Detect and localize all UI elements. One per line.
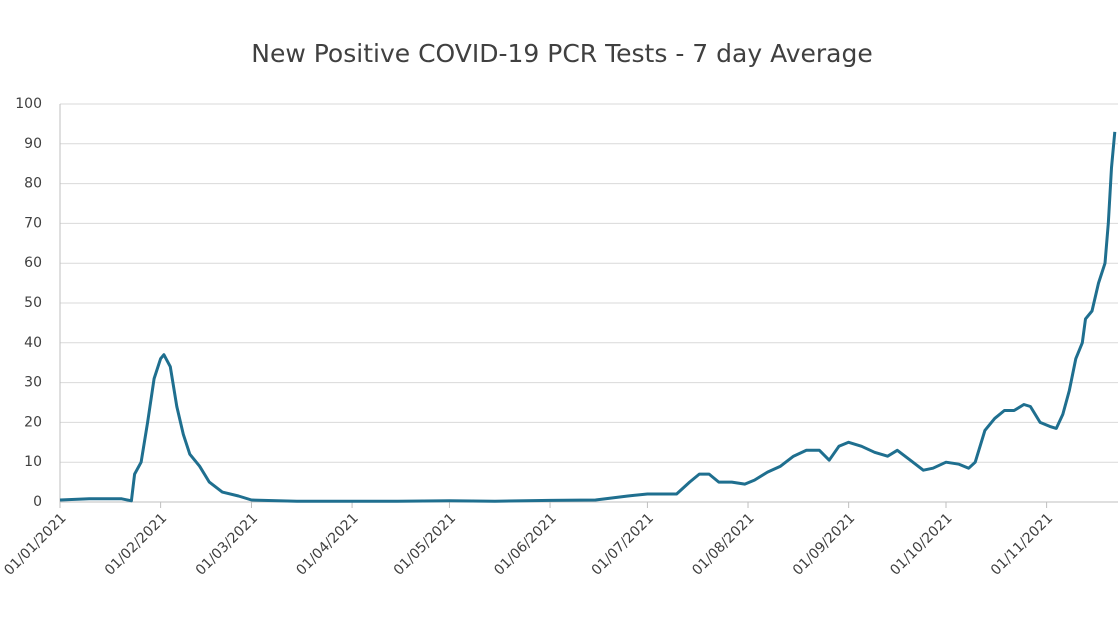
x-tick-label: 01/04/2021 [293,510,361,578]
x-tick-label: 01/09/2021 [790,510,858,578]
y-tick-label: 10 [24,454,42,470]
chart-title: New Positive COVID-19 PCR Tests - 7 day … [251,39,872,68]
x-tick-label: 01/01/2021 [1,510,69,578]
data-line [59,131,1117,503]
x-tick-label: 01/05/2021 [391,510,459,578]
x-tick-label: 01/08/2021 [689,510,757,578]
x-tick-label: 01/02/2021 [102,510,170,578]
x-tick-label: 01/06/2021 [491,510,559,578]
y-tick-label: 60 [24,255,42,271]
x-tick-label: 01/10/2021 [887,510,955,578]
y-tick-label: 20 [24,414,42,430]
x-tick-label: 01/03/2021 [193,510,261,578]
y-tick-label: 100 [15,96,42,112]
y-tick-label: 30 [24,375,42,391]
y-tick-label: 80 [24,176,42,192]
y-tick-label: 90 [24,136,42,152]
x-tick-label: 01/11/2021 [988,510,1056,578]
y-tick-label: 40 [24,335,42,351]
y-tick-label: 70 [24,215,42,231]
y-tick-label: 0 [33,494,42,510]
x-tick-label: 01/07/2021 [589,510,657,578]
y-tick-label: 50 [24,295,42,311]
